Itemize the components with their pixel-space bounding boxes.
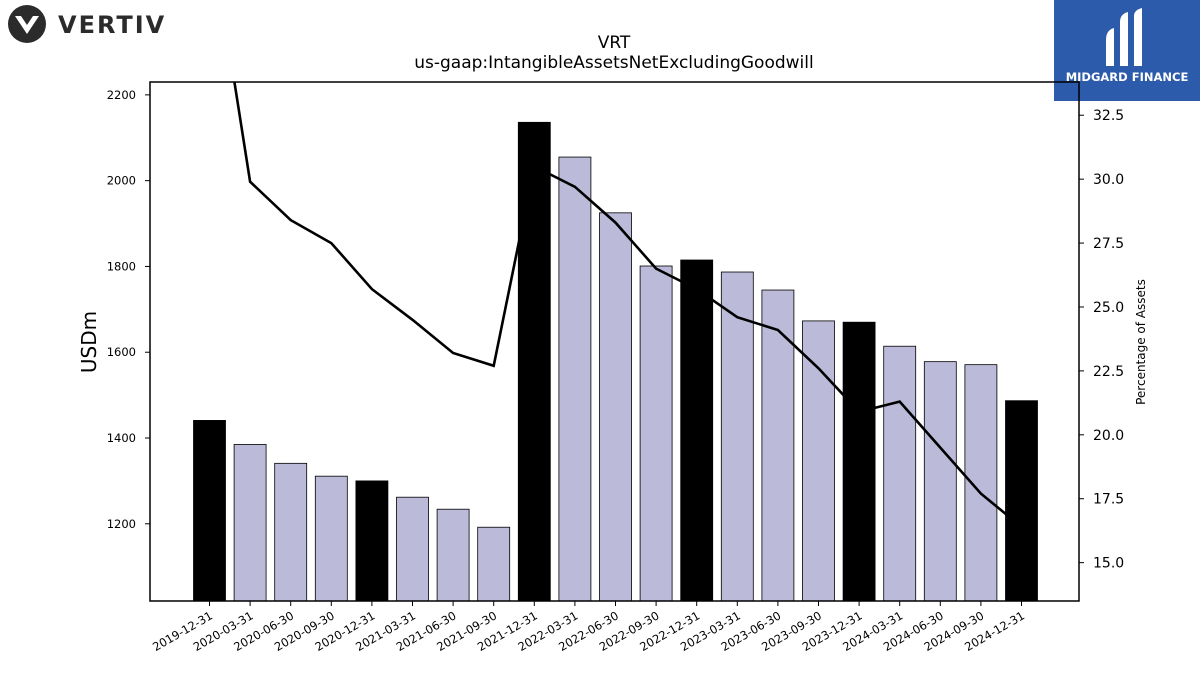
y2-tick-label: 32.5 (1093, 108, 1124, 124)
y2-tick-label: 22.5 (1093, 364, 1124, 380)
y-tick-label: 1800 (107, 259, 136, 273)
percentage-line (233, 82, 1023, 528)
y2-tick-label: 20.0 (1093, 428, 1124, 444)
vertiv-logo-icon (8, 5, 46, 43)
bar-2021-06-30 (436, 508, 470, 602)
bar-2024-03-31 (883, 345, 917, 602)
bar-2024-06-30 (923, 361, 957, 602)
midgard-logo-icon (1106, 8, 1142, 66)
bar-2023-09-30 (802, 320, 835, 602)
bar-2021-09-30 (477, 526, 511, 602)
y-tick-label: 2200 (107, 88, 136, 102)
bar-2023-12-31 (842, 321, 876, 602)
bar-2021-03-31 (396, 496, 429, 602)
bar-2021-12-31 (517, 121, 551, 602)
y-tick-label: 1200 (107, 517, 136, 531)
chart-title: VRT (598, 33, 631, 53)
bar-2023-03-31 (720, 271, 754, 602)
chart-subtitle: us-gaap:IntangibleAssetsNetExcludingGood… (414, 53, 813, 73)
plot-frame (149, 81, 1080, 602)
vertiv-logo-text: VERTIV (58, 11, 166, 39)
y2-tick-label: 30.0 (1093, 172, 1124, 188)
bar-2020-06-30 (274, 462, 308, 602)
midgard-logo-text: MIDGARD FINANCE (1065, 70, 1189, 84)
y2-tick-label: 17.5 (1093, 492, 1124, 508)
y2-axis-label: Percentage of Assets (1134, 279, 1148, 405)
y-tick-label: 2000 (107, 174, 136, 188)
y2-tick-label: 27.5 (1093, 236, 1124, 252)
bar-2019-12-31 (193, 420, 226, 602)
bar-2022-12-31 (680, 259, 714, 602)
bar-2022-03-31 (558, 156, 592, 602)
y2-tick-label: 25.0 (1093, 300, 1124, 316)
y2-tick-label: 15.0 (1093, 556, 1124, 572)
y-axis-label: USDm (77, 311, 101, 373)
y-tick-label: 1400 (107, 431, 136, 445)
bar-2020-03-31 (233, 444, 267, 602)
bar-2023-06-30 (761, 289, 795, 602)
bar-2020-09-30 (314, 475, 348, 602)
vertiv-logo: VERTIV (0, 0, 180, 50)
bar-2024-12-31 (1005, 400, 1038, 602)
bar-2022-09-30 (639, 265, 673, 602)
y-tick-label: 1600 (107, 345, 136, 359)
bar-2022-06-30 (599, 212, 632, 602)
bar-2020-12-31 (355, 480, 389, 602)
